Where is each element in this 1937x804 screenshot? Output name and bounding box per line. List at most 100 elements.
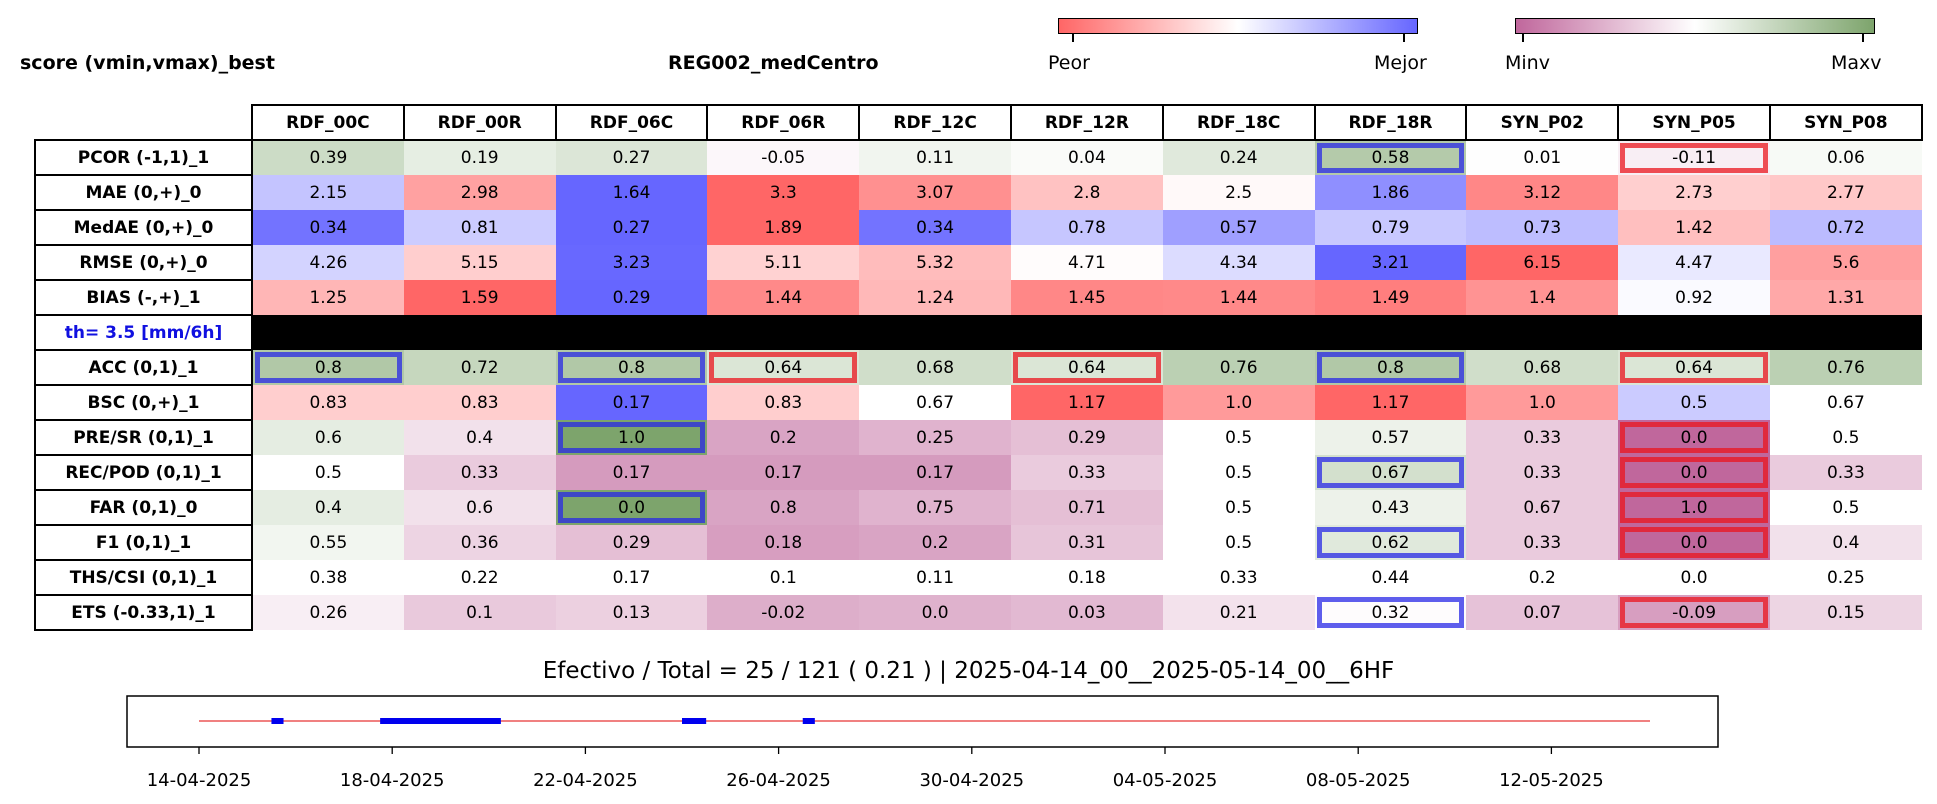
cell-value: 2.77 xyxy=(1826,182,1865,203)
table-cell: 0.64 xyxy=(1010,350,1163,385)
table-cell: 0.73 xyxy=(1466,210,1619,245)
cell-value: 1.44 xyxy=(764,287,803,308)
table-cell: 3.23 xyxy=(555,245,708,280)
cell-value: 0.72 xyxy=(1826,217,1865,238)
cell-value: 0.11 xyxy=(916,567,955,588)
cell-value: 0.68 xyxy=(916,357,955,378)
threshold-row: th= 3.5 [mm/6h] xyxy=(34,314,1922,351)
table-cell: 0.83 xyxy=(252,385,404,420)
table-cell: 1.17 xyxy=(1010,385,1163,420)
table-cell: 3.3 xyxy=(707,175,860,210)
table-cell: 0.5 xyxy=(1769,490,1922,525)
timeline-title: Efectivo / Total = 25 / 121 ( 0.21 ) | 2… xyxy=(542,658,1395,684)
cell-value: 0.71 xyxy=(1067,497,1106,518)
score-table: RDF_00C RDF_00R RDF_06C RDF_06R RDF_12C RDF_1… xyxy=(34,104,1923,631)
cell-value: 0.5 xyxy=(1225,532,1253,553)
timeline-tick-label: 12-05-2025 xyxy=(1499,770,1604,791)
timeline-segment xyxy=(271,718,284,724)
table-cell: 0.75 xyxy=(859,490,1011,525)
timeline-plot: 14-04-2025 18-04-2025 22-04-2025 26-04-2025… xyxy=(126,695,1719,791)
table-cell: 1.17 xyxy=(1314,385,1467,420)
cell-value: 1.0 xyxy=(1680,497,1708,518)
table-cell: 0.1 xyxy=(403,595,556,630)
table-cell: 0.0 xyxy=(1618,420,1770,455)
table-cell: 0.0 xyxy=(1618,455,1770,490)
cell-value: 0.62 xyxy=(1371,532,1410,553)
table-cell: 1.0 xyxy=(1618,490,1770,525)
cell-value: 0.81 xyxy=(460,217,499,238)
table-row: THS/CSI (0,1)_1 0.38 0.22 0.17 0.1 0.11 0.18 0.… xyxy=(34,559,1922,596)
table-cell: 0.76 xyxy=(1162,350,1315,385)
table-cell: 5.32 xyxy=(859,245,1011,280)
table-cell: 5.6 xyxy=(1769,245,1922,280)
table-cell: 0.06 xyxy=(1769,140,1922,175)
cell-value: 5.15 xyxy=(460,252,499,273)
cell-value: 0.64 xyxy=(1067,357,1106,378)
table-cell: 5.11 xyxy=(707,245,860,280)
cell-value: 0.67 xyxy=(916,392,955,413)
cell-value: 0.21 xyxy=(1219,602,1258,623)
table-cell: 1.24 xyxy=(859,280,1011,315)
table-cell: 2.98 xyxy=(403,175,556,210)
cell-value: 0.64 xyxy=(1675,357,1713,378)
table-cell: 0.68 xyxy=(1466,350,1619,385)
cell-value: 0.25 xyxy=(916,427,955,448)
cell-value: 0.44 xyxy=(1371,567,1410,588)
cell-value: 4.47 xyxy=(1675,252,1713,273)
score-title: score (vmin,vmax)_best xyxy=(20,52,275,74)
cell-value: 0.27 xyxy=(612,217,651,238)
cell-value: 1.86 xyxy=(1371,182,1410,203)
table-cell: 0.62 xyxy=(1314,525,1467,560)
table-cell: 0.18 xyxy=(1010,560,1163,595)
table-cell: 0.01 xyxy=(1466,140,1619,175)
table-row: MAE (0,+)_0 2.15 2.98 1.64 3.3 3.07 2.8 2.5 1.86… xyxy=(34,174,1922,211)
cell-value: 0.36 xyxy=(460,532,499,553)
threshold-band xyxy=(252,315,1922,350)
table-cell: 4.71 xyxy=(1010,245,1163,280)
cell-value: 0.33 xyxy=(1219,567,1258,588)
cell-value: 0.33 xyxy=(1826,462,1865,483)
cell-value: 0.8 xyxy=(617,357,646,378)
table-cell: 1.31 xyxy=(1769,280,1922,315)
table-cell: 0.64 xyxy=(707,350,860,385)
cell-value: 1.0 xyxy=(1225,392,1253,413)
table-cell: 4.26 xyxy=(252,245,404,280)
cell-value: 0.04 xyxy=(1067,148,1106,168)
table-corner xyxy=(35,105,252,140)
cell-value: 1.0 xyxy=(617,427,646,448)
cell-value: 0.64 xyxy=(764,357,803,378)
table-cell: 0.8 xyxy=(1314,350,1467,385)
row-label: MedAE (0,+)_0 xyxy=(34,209,253,246)
timeline-segment xyxy=(682,718,707,724)
cell-value: 0.5 xyxy=(314,462,342,483)
table-cell: 0.25 xyxy=(859,420,1011,455)
row-label: BIAS (-,+)_1 xyxy=(34,279,253,316)
table-cell: 1.59 xyxy=(403,280,556,315)
table-row: ACC (0,1)_1 0.8 0.72 0.8 0.64 0.68 0.64 0.76 0.8… xyxy=(34,349,1922,386)
cell-value: 0.33 xyxy=(1523,427,1562,448)
cell-value: 0.17 xyxy=(612,567,651,588)
table-cell: -0.02 xyxy=(707,595,860,630)
cell-value: 0.33 xyxy=(460,462,499,483)
cell-value: 0.17 xyxy=(764,462,803,483)
cell-value: 0.83 xyxy=(764,392,803,413)
table-cell: 0.29 xyxy=(555,525,708,560)
cell-value: 0.0 xyxy=(617,497,646,518)
table-cell: 0.83 xyxy=(707,385,860,420)
cell-value: 0.22 xyxy=(460,567,499,588)
table-cell: 0.81 xyxy=(403,210,556,245)
table-cell: 0.34 xyxy=(252,210,404,245)
cell-value: 1.0 xyxy=(1528,392,1556,413)
cell-value: 0.26 xyxy=(309,602,348,623)
table-cell: 0.33 xyxy=(403,455,556,490)
table-cell: 0.67 xyxy=(859,385,1011,420)
table-cell: 0.26 xyxy=(252,595,404,630)
row-label: MAE (0,+)_0 xyxy=(34,174,253,211)
table-cell: 1.86 xyxy=(1314,175,1467,210)
timeline-tick-label: 22-04-2025 xyxy=(533,770,638,791)
table-cell: -0.05 xyxy=(707,140,860,175)
table-cell: 3.21 xyxy=(1314,245,1467,280)
table-cell: 1.49 xyxy=(1314,280,1467,315)
cell-value: -0.09 xyxy=(1672,602,1717,623)
table-row: REC/POD (0,1)_1 0.5 0.33 0.17 0.17 0.17 0.33 0.… xyxy=(34,454,1922,491)
